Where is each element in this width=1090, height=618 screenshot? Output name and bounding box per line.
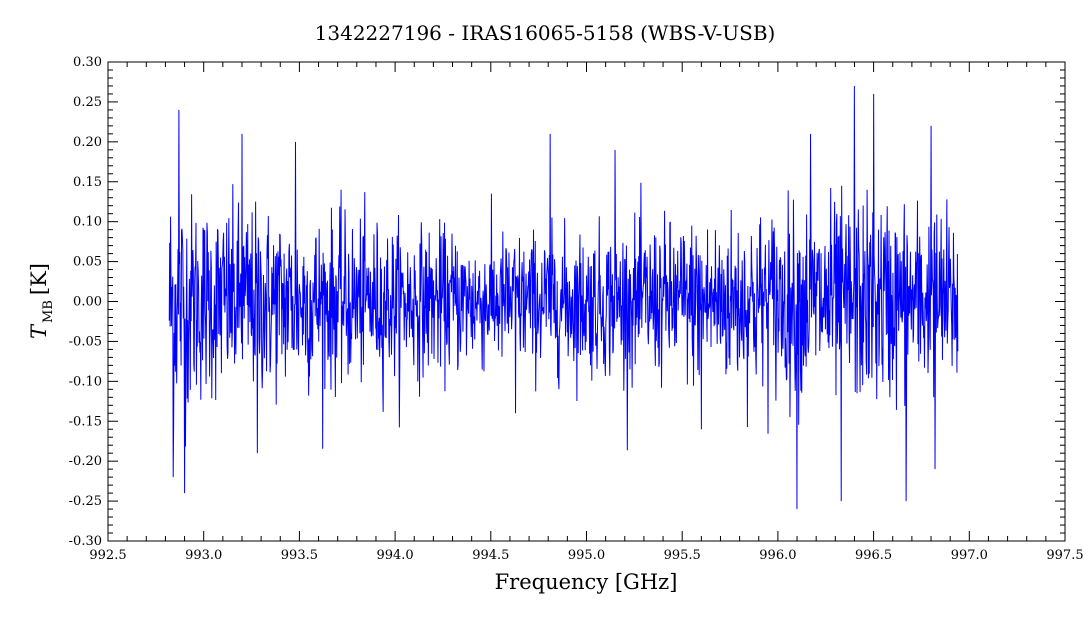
- y-tick-label: 0.00: [73, 295, 102, 310]
- x-axis: 992.5 993.0 993.5 994.0 994.5 995.0 995.5 996.0…: [89, 62, 1084, 563]
- series-line: [168, 85, 959, 510]
- chart-title: 1342227196 - IRAS16065-5158 (WBS-V-USB): [315, 21, 776, 45]
- y-tick-label: 0.15: [73, 175, 102, 190]
- x-axis-label: Frequency [GHz]: [495, 570, 678, 594]
- x-tick-label: 995.5: [664, 548, 701, 563]
- y-tick-label: -0.30: [69, 534, 102, 549]
- x-tick-label: 994.0: [376, 548, 413, 563]
- y-tick-label: 0.05: [73, 255, 102, 270]
- x-tick-label: 992.5: [89, 548, 126, 563]
- y-axis-label-unit: [K]: [27, 263, 51, 295]
- series-layer: [168, 85, 959, 510]
- x-tick-label: 995.0: [568, 548, 605, 563]
- y-tick-label: 0.30: [73, 55, 102, 70]
- y-tick-label: -0.25: [69, 494, 102, 509]
- y-tick-label: -0.15: [69, 414, 102, 429]
- y-axis: 0.30 0.25 0.20 0.15 0.10 0.05 0.00 -0.05 -0.10 -0…: [69, 55, 1065, 549]
- y-axis-label: TMB [K]: [27, 263, 56, 339]
- y-tick-label: -0.05: [69, 334, 102, 349]
- x-tick-label: 994.5: [472, 548, 509, 563]
- y-axis-label-sub: MB: [41, 300, 56, 323]
- x-tick-label: 996.0: [759, 548, 796, 563]
- y-tick-label: 0.25: [73, 95, 102, 110]
- y-tick-label: -0.10: [69, 374, 102, 389]
- x-tick-label: 996.5: [855, 548, 892, 563]
- x-tick-label: 993.0: [185, 548, 222, 563]
- x-tick-label: 997.5: [1046, 548, 1083, 563]
- y-axis-label-main: T: [27, 323, 51, 339]
- y-tick-label: 0.10: [73, 215, 102, 230]
- x-tick-label: 993.5: [281, 548, 318, 563]
- x-tick-label: 997.0: [951, 548, 988, 563]
- y-tick-label: -0.20: [69, 454, 102, 469]
- y-tick-label: 0.20: [73, 135, 102, 150]
